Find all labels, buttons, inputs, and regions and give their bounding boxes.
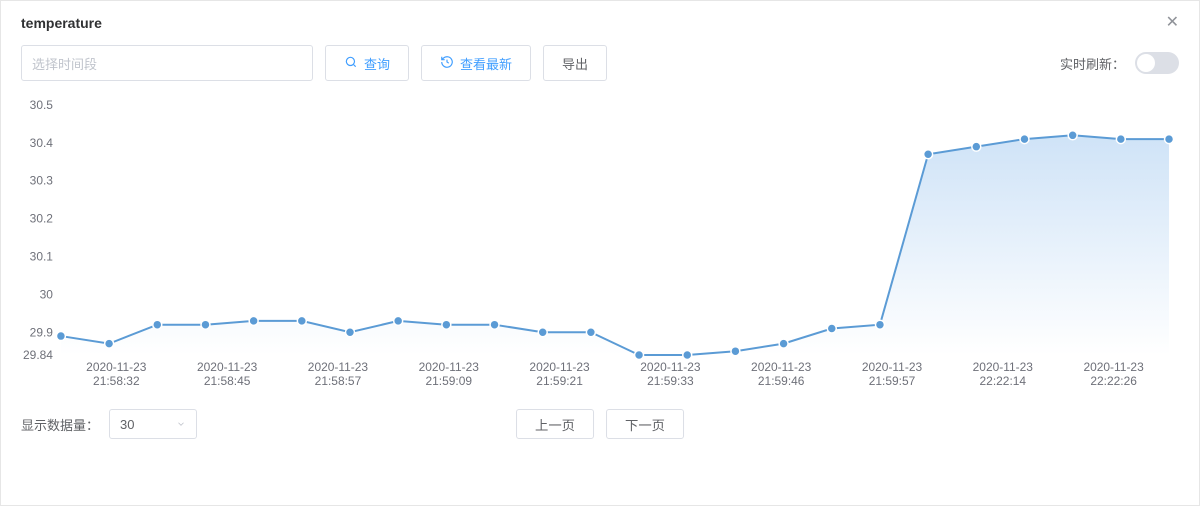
chart-point[interactable] bbox=[346, 328, 355, 337]
date-range-placeholder: 选择时间段 bbox=[32, 54, 97, 73]
chart-point[interactable] bbox=[827, 324, 836, 333]
svg-text:21:58:32: 21:58:32 bbox=[93, 374, 140, 388]
count-select-value: 30 bbox=[120, 417, 134, 432]
close-icon[interactable]: ✕ bbox=[1166, 15, 1179, 31]
svg-text:29.84: 29.84 bbox=[23, 348, 53, 362]
view-latest-button[interactable]: 查看最新 bbox=[421, 45, 531, 81]
svg-text:2020-11-23: 2020-11-23 bbox=[419, 360, 480, 374]
svg-text:30: 30 bbox=[40, 287, 54, 301]
chart-point[interactable] bbox=[538, 328, 547, 337]
toolbar: 选择时间段 查询 查看最新 导出 实时刷新： bbox=[1, 45, 1199, 95]
svg-text:21:58:45: 21:58:45 bbox=[204, 374, 251, 388]
svg-text:2020-11-23: 2020-11-23 bbox=[973, 360, 1034, 374]
next-page-label: 下一页 bbox=[625, 415, 665, 434]
chart-point[interactable] bbox=[249, 316, 258, 325]
chart-point[interactable] bbox=[297, 316, 306, 325]
realtime-refresh-switch[interactable] bbox=[1135, 52, 1179, 74]
query-button[interactable]: 查询 bbox=[325, 45, 409, 81]
svg-text:22:22:14: 22:22:14 bbox=[980, 374, 1027, 388]
chart: 29.84 29.9 30 30.1 30.2 30.3 30.4 30.5 2020-11-… bbox=[1, 95, 1199, 395]
chart-point[interactable] bbox=[731, 347, 740, 356]
modal-header: temperature ✕ bbox=[1, 1, 1199, 45]
chart-point[interactable] bbox=[1068, 131, 1077, 140]
footer: 显示数据量： 30 上一页 下一页 bbox=[1, 395, 1199, 453]
svg-text:30.3: 30.3 bbox=[30, 174, 54, 188]
next-page-button[interactable]: 下一页 bbox=[606, 409, 684, 439]
chart-point[interactable] bbox=[586, 328, 595, 337]
svg-text:21:59:09: 21:59:09 bbox=[425, 374, 472, 388]
view-latest-button-label: 查看最新 bbox=[460, 54, 512, 73]
chart-point[interactable] bbox=[442, 320, 451, 329]
svg-text:30.5: 30.5 bbox=[30, 98, 54, 112]
prev-page-label: 上一页 bbox=[535, 415, 575, 434]
svg-text:30.4: 30.4 bbox=[30, 136, 54, 150]
chart-point[interactable] bbox=[1116, 135, 1125, 144]
svg-text:2020-11-23: 2020-11-23 bbox=[751, 360, 812, 374]
modal-container: temperature ✕ 选择时间段 查询 查看最新 导出 实时刷新： bbox=[0, 0, 1200, 506]
svg-text:2020-11-23: 2020-11-23 bbox=[1083, 360, 1144, 374]
svg-text:2020-11-23: 2020-11-23 bbox=[86, 360, 147, 374]
count-label: 显示数据量： bbox=[21, 415, 99, 434]
realtime-refresh: 实时刷新： bbox=[1060, 52, 1179, 74]
prev-page-button[interactable]: 上一页 bbox=[516, 409, 594, 439]
chart-point[interactable] bbox=[635, 351, 644, 360]
svg-text:21:59:33: 21:59:33 bbox=[647, 374, 694, 388]
svg-text:2020-11-23: 2020-11-23 bbox=[640, 360, 701, 374]
svg-text:2020-11-23: 2020-11-23 bbox=[197, 360, 258, 374]
chevron-down-icon bbox=[176, 417, 186, 432]
svg-text:2020-11-23: 2020-11-23 bbox=[308, 360, 369, 374]
chart-point[interactable] bbox=[1165, 135, 1174, 144]
search-icon bbox=[344, 55, 358, 72]
realtime-refresh-label: 实时刷新： bbox=[1060, 54, 1125, 73]
export-button[interactable]: 导出 bbox=[543, 45, 607, 81]
chart-point[interactable] bbox=[394, 316, 403, 325]
svg-text:30.1: 30.1 bbox=[30, 250, 54, 264]
svg-text:2020-11-23: 2020-11-23 bbox=[862, 360, 923, 374]
count-select[interactable]: 30 bbox=[109, 409, 197, 439]
svg-text:21:59:21: 21:59:21 bbox=[536, 374, 583, 388]
chart-point[interactable] bbox=[1020, 135, 1029, 144]
query-button-label: 查询 bbox=[364, 54, 390, 73]
svg-text:21:59:46: 21:59:46 bbox=[758, 374, 805, 388]
chart-point[interactable] bbox=[490, 320, 499, 329]
chart-point[interactable] bbox=[924, 150, 933, 159]
chart-point[interactable] bbox=[683, 351, 692, 360]
chart-point[interactable] bbox=[105, 339, 114, 348]
svg-text:2020-11-23: 2020-11-23 bbox=[529, 360, 590, 374]
history-icon bbox=[440, 55, 454, 72]
chart-point[interactable] bbox=[201, 320, 210, 329]
date-range-input[interactable]: 选择时间段 bbox=[21, 45, 313, 81]
chart-point[interactable] bbox=[875, 320, 884, 329]
svg-text:21:58:57: 21:58:57 bbox=[315, 374, 362, 388]
chart-point[interactable] bbox=[153, 320, 162, 329]
pagination: 上一页 下一页 bbox=[516, 409, 684, 439]
chart-point[interactable] bbox=[779, 339, 788, 348]
chart-svg: 29.84 29.9 30 30.1 30.2 30.3 30.4 30.5 2020-11-… bbox=[21, 95, 1179, 395]
chart-point[interactable] bbox=[972, 142, 981, 151]
modal-title: temperature bbox=[21, 15, 102, 31]
export-button-label: 导出 bbox=[562, 54, 588, 73]
chart-point[interactable] bbox=[56, 332, 65, 341]
svg-text:29.9: 29.9 bbox=[30, 325, 54, 339]
svg-text:30.2: 30.2 bbox=[30, 212, 54, 226]
svg-text:21:59:57: 21:59:57 bbox=[869, 374, 916, 388]
svg-text:22:22:26: 22:22:26 bbox=[1090, 374, 1137, 388]
